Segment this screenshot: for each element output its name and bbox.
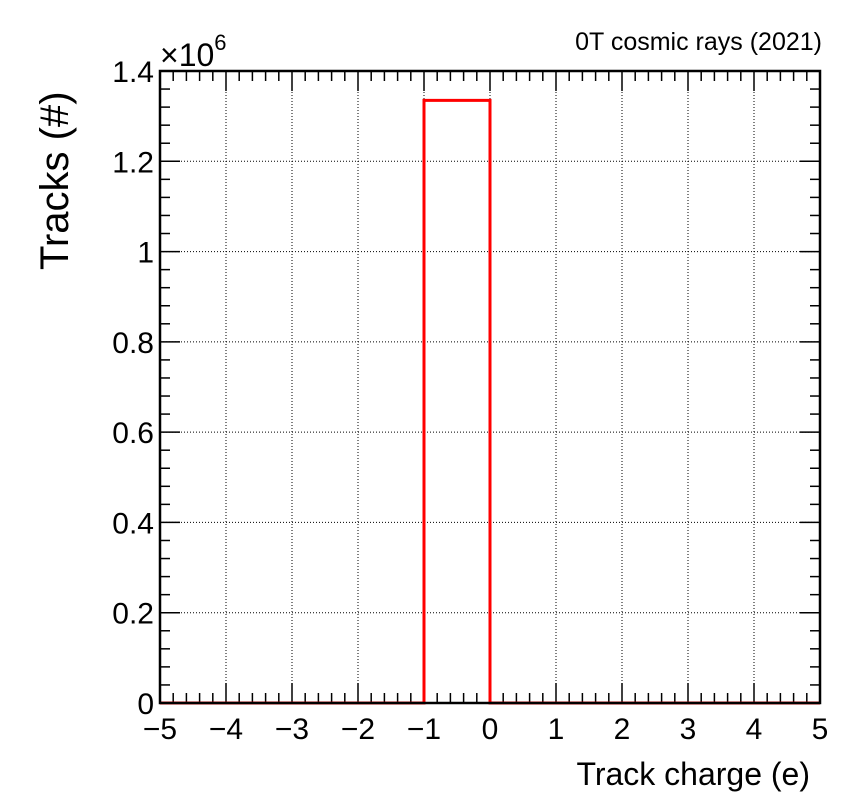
y-tick-labels: 0 0.2 0.4 0.6 0.8 1 1.2 1.4 <box>112 56 154 721</box>
y-tick-label: 1.2 <box>112 146 154 179</box>
x-tick-label: 3 <box>680 713 697 746</box>
major-ticks <box>159 70 821 704</box>
y-multiplier-exponent: 6 <box>214 30 226 55</box>
y-tick-label: 0 <box>137 688 154 721</box>
x-tick-label: −3 <box>275 713 309 746</box>
y-tick-label: 1.4 <box>112 56 154 89</box>
x-tick-labels: −5 −4 −3 −2 −1 0 1 2 3 4 5 <box>143 713 828 746</box>
x-tick-label: −2 <box>341 713 375 746</box>
x-tick-label: 4 <box>746 713 763 746</box>
y-axis-title: Tracks (#) <box>33 91 77 270</box>
x-tick-label: 1 <box>548 713 565 746</box>
x-tick-label: 2 <box>614 713 631 746</box>
y-tick-label: 0.2 <box>112 598 154 631</box>
y-multiplier-base: ×10 <box>160 37 214 73</box>
plot-frame <box>158 69 822 705</box>
x-tick-label: −1 <box>407 713 441 746</box>
x-axis-title: Track charge (e) <box>576 756 810 792</box>
x-tick-label: 5 <box>812 713 829 746</box>
x-tick-label: 0 <box>482 713 499 746</box>
y-tick-label: 0.6 <box>112 417 154 450</box>
minor-ticks <box>160 71 820 703</box>
y-multiplier: ×106 <box>160 30 227 73</box>
y-tick-label: 1 <box>137 237 154 270</box>
chart-annotation: 0T cosmic rays (2021) <box>575 28 822 56</box>
y-tick-label: 0.8 <box>112 327 154 360</box>
x-tick-label: −5 <box>143 713 177 746</box>
x-tick-label: −4 <box>209 713 243 746</box>
y-tick-label: 0.4 <box>112 507 154 540</box>
